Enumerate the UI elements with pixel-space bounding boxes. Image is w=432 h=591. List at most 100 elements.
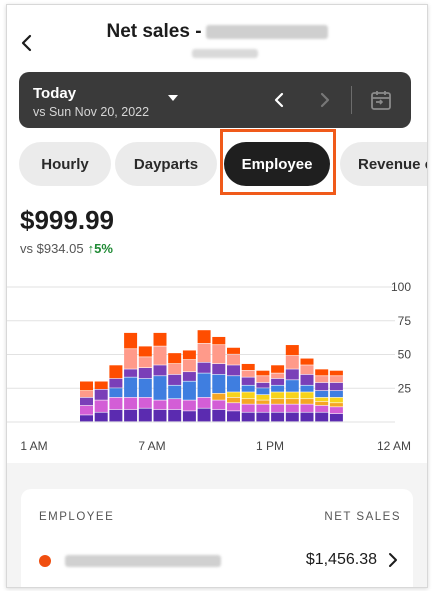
bar-segment <box>285 399 299 404</box>
chart-bar[interactable] <box>271 365 285 422</box>
bar-segment <box>153 346 167 365</box>
chart-bar[interactable] <box>138 346 152 422</box>
back-arrow-icon[interactable] <box>17 33 37 53</box>
bar-segment <box>182 350 196 360</box>
employee-color-dot <box>39 555 51 567</box>
x-tick-label: 1 PM <box>256 439 284 453</box>
bar-segment <box>241 412 255 422</box>
chart-bar[interactable] <box>256 370 270 422</box>
date-selector[interactable]: Today vs Sun Nov 20, 2022 <box>19 72 411 128</box>
bar-segment <box>256 412 270 422</box>
bar-segment <box>80 390 93 398</box>
hourly-sales-chart: 100 75 50 25 1 AM 7 AM 1 PM 12 AM <box>7 280 412 453</box>
chevron-right-icon[interactable] <box>385 551 401 569</box>
bar-segment <box>285 412 299 422</box>
bar-segment <box>271 392 285 399</box>
bar-segment <box>271 404 285 412</box>
bar-segment <box>168 363 182 375</box>
bar-segment <box>197 362 211 373</box>
chart-bar[interactable] <box>227 347 240 422</box>
chart-bar[interactable] <box>153 332 167 422</box>
bar-segment <box>212 374 226 394</box>
bar-segment <box>168 399 182 410</box>
bar-segment <box>153 365 167 376</box>
bar-segment <box>315 397 329 402</box>
chevron-left-icon[interactable] <box>269 90 289 110</box>
employee-table-card: EMPLOYEE NET SALES $1,456.38 <box>21 489 413 587</box>
chart-bar[interactable] <box>94 381 108 422</box>
redacted-location-name <box>205 24 328 39</box>
bar-segment <box>153 400 167 410</box>
chart-bar[interactable] <box>168 353 182 422</box>
bar-segment <box>329 407 343 414</box>
bar-segment <box>285 380 299 392</box>
bar-segment <box>124 409 138 422</box>
bar-segment <box>212 400 226 410</box>
bar-segment <box>94 400 108 412</box>
chart-bar[interactable] <box>212 336 226 422</box>
net-sales-column-header: NET SALES <box>324 511 401 523</box>
tab-dayparts[interactable]: Dayparts <box>115 142 217 186</box>
chevron-right-icon[interactable] <box>315 90 335 110</box>
bar-segment <box>138 368 152 379</box>
calendar-icon[interactable] <box>369 88 393 112</box>
bar-segment <box>109 409 123 422</box>
caret-down-icon[interactable] <box>168 95 178 101</box>
bar-segment <box>329 403 343 407</box>
bar-segment <box>182 359 196 372</box>
bar-segment <box>329 413 343 422</box>
chart-bar[interactable] <box>109 365 123 422</box>
redacted-subtitle <box>192 49 258 58</box>
redacted-employee-name <box>65 555 221 567</box>
chart-bar[interactable] <box>329 370 343 422</box>
bar-segment <box>315 390 329 398</box>
chart-bar[interactable] <box>182 350 196 422</box>
bar-segment <box>285 345 299 356</box>
bar-segment <box>315 412 329 422</box>
chart-bar[interactable] <box>197 330 211 422</box>
bar-segment <box>153 332 167 346</box>
bar-segment <box>124 377 138 398</box>
chart-bar[interactable] <box>285 345 299 422</box>
chart-bar[interactable] <box>80 381 93 422</box>
bar-segment <box>300 412 314 422</box>
x-tick-label: 12 AM <box>377 439 411 453</box>
chart-bar[interactable] <box>241 363 255 422</box>
bar-segment <box>285 355 299 369</box>
bar-segment <box>315 382 329 391</box>
bar-segment <box>227 376 240 392</box>
app-frame: Net sales - Today vs Sun Nov 20, 2022 Ho… <box>6 4 428 588</box>
bar-segment <box>227 411 240 422</box>
bar-segment <box>109 378 123 388</box>
bar-segment <box>168 385 182 399</box>
bar-segment <box>109 397 123 410</box>
date-label: Today <box>33 85 77 102</box>
bar-segment <box>300 374 314 385</box>
tab-hourly[interactable]: Hourly <box>19 142 111 186</box>
chart-bar[interactable] <box>315 369 329 422</box>
bar-segment <box>300 365 314 375</box>
chart-bar[interactable] <box>300 358 314 422</box>
bar-segment <box>271 399 285 404</box>
bar-segment <box>124 349 138 369</box>
bar-segment <box>212 363 226 375</box>
bar-segment <box>300 385 314 392</box>
bar-segment <box>153 409 167 422</box>
bar-segment <box>94 381 108 389</box>
bar-segment <box>241 363 255 371</box>
tab-employee[interactable]: Employee <box>224 142 330 186</box>
bar-segment <box>315 369 329 376</box>
bar-segment <box>329 376 343 383</box>
bar-segment <box>182 372 196 381</box>
bar-segment <box>197 343 211 362</box>
y-tick-label: 50 <box>398 348 412 362</box>
bar-segment <box>212 393 226 400</box>
page-title-text: Net sales - <box>106 21 202 42</box>
bar-segment <box>212 345 226 364</box>
y-tick-label: 75 <box>398 314 412 328</box>
bar-segment <box>241 399 255 404</box>
chart-bar[interactable] <box>124 332 138 422</box>
bar-segment <box>256 395 270 400</box>
tab-revenue[interactable]: Revenue c <box>340 142 427 186</box>
x-tick-label: 7 AM <box>138 439 165 453</box>
